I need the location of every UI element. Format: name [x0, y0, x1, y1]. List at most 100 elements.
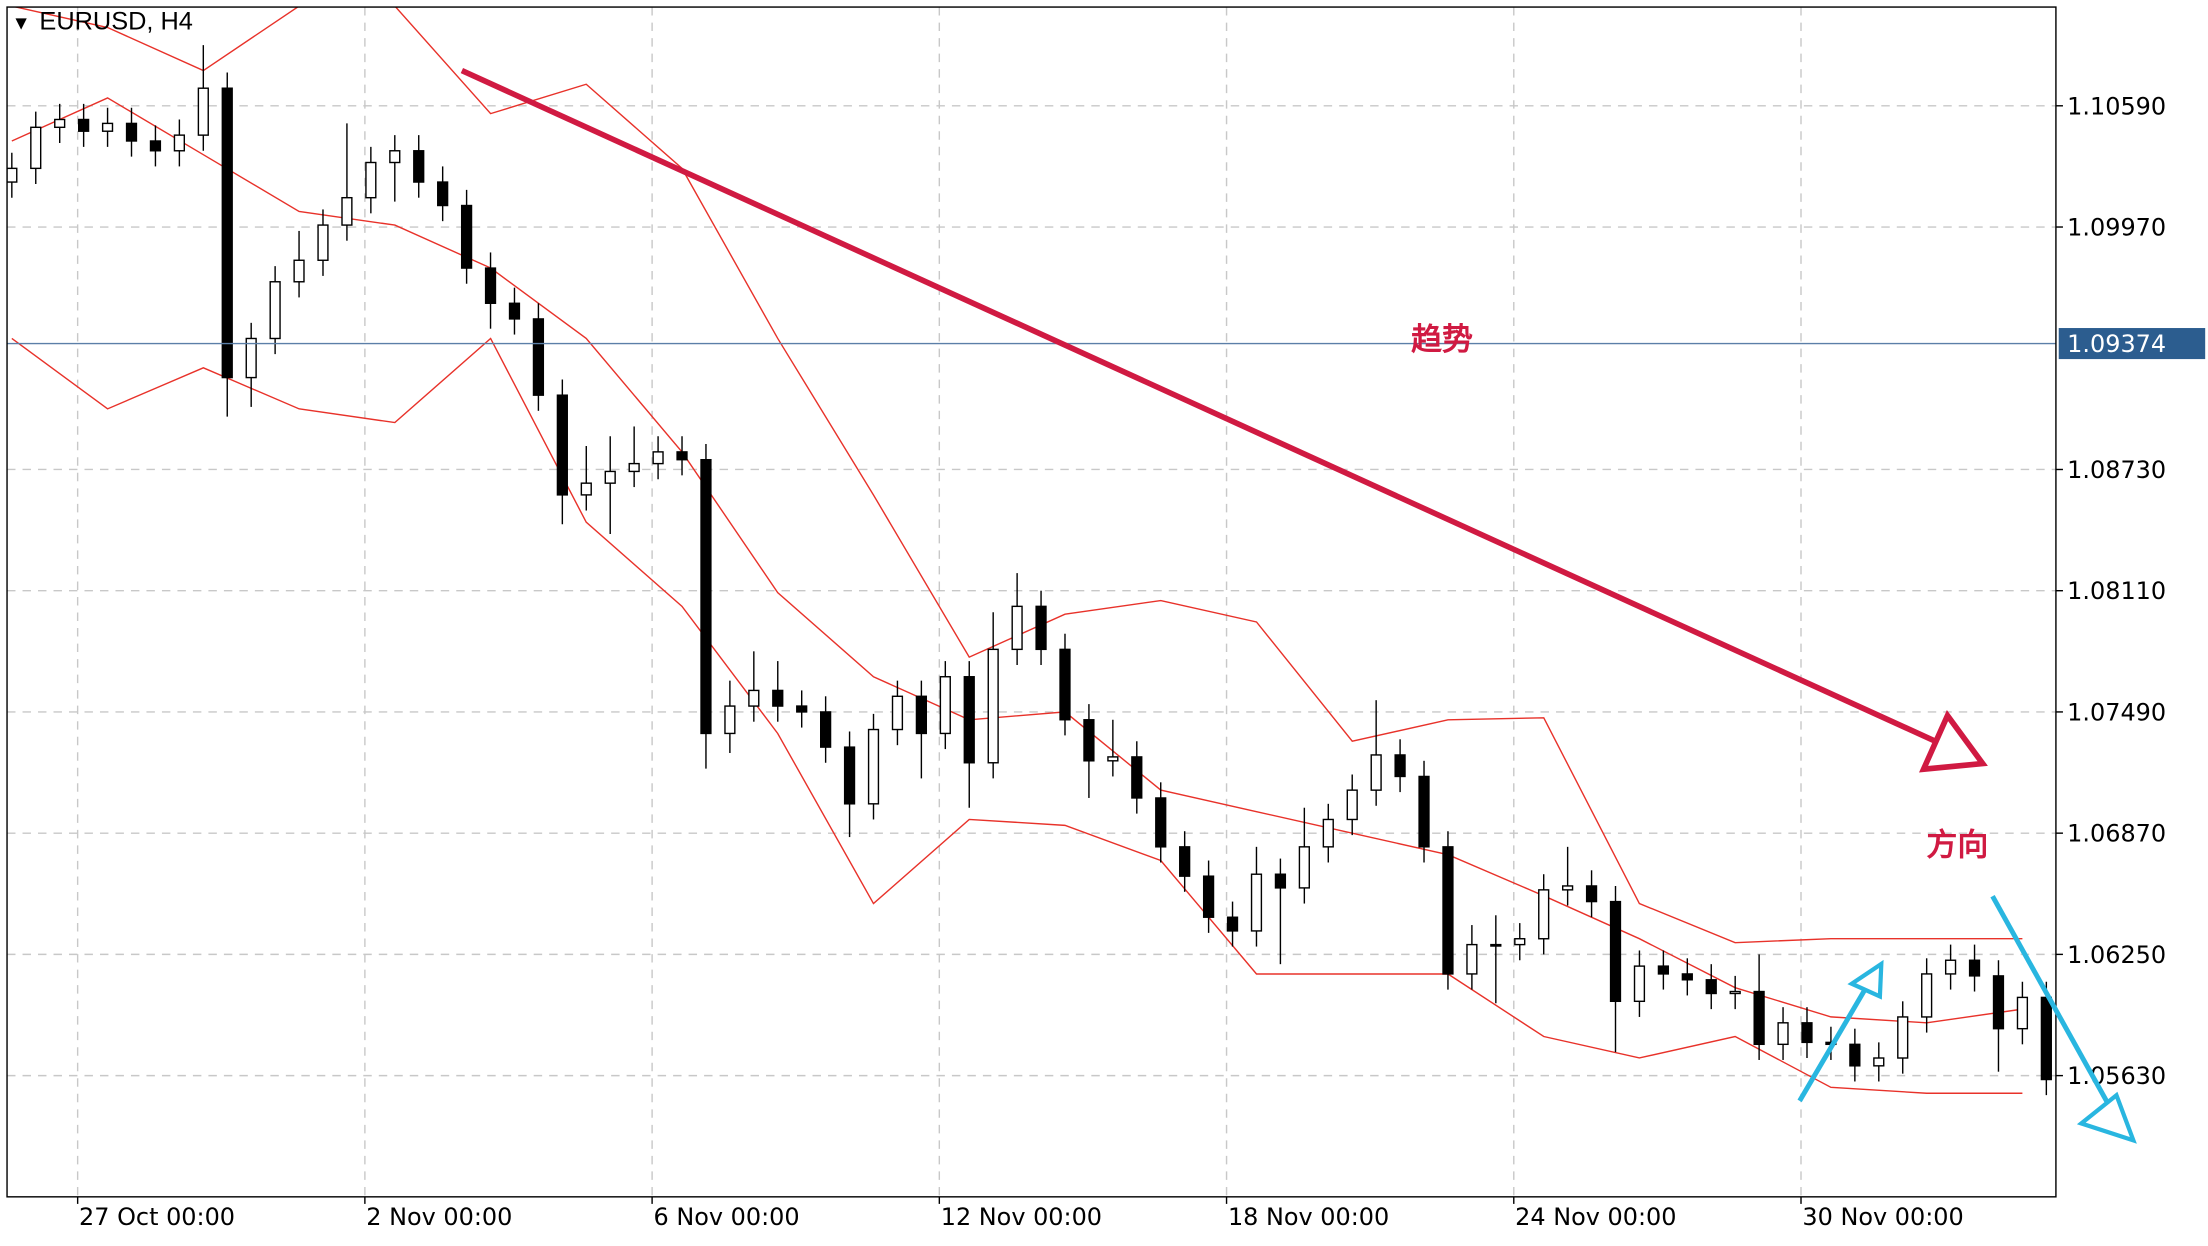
candle-body	[1011, 605, 1023, 651]
candles	[7, 45, 2052, 1096]
axes: 1.10590 1.09970 1.08730 1.08110 1.07490 1.068…	[7, 92, 2206, 1231]
candle-body	[2040, 996, 2052, 1081]
candle-body	[748, 689, 760, 707]
candle-body	[700, 458, 712, 735]
candle-body	[197, 87, 209, 136]
candle-body	[1681, 973, 1693, 981]
candle-body	[532, 318, 545, 396]
candle-body	[1514, 938, 1526, 946]
plot-border	[6, 6, 2057, 1198]
candle-body	[1442, 846, 1454, 975]
annotation: 趋势	[1411, 322, 1473, 358]
candle-body	[173, 134, 186, 152]
candle-body	[1418, 775, 1430, 848]
annotation: 方向	[1926, 827, 1988, 863]
y-tick-label: 1.06250	[2067, 941, 2166, 969]
candle-body	[1131, 756, 1143, 799]
candle-body	[915, 695, 928, 735]
trend-arrow	[460, 67, 1988, 773]
candle-body	[1657, 965, 1670, 975]
candle-body	[1226, 916, 1239, 932]
menu-triangle[interactable]	[15, 18, 27, 30]
x-tick-label: 18 Nov 00:00	[1228, 1203, 1389, 1231]
candle-body	[987, 648, 999, 764]
candle-body	[1490, 943, 1502, 947]
candle-body	[389, 150, 401, 164]
y-tick-label: 1.06870	[2067, 820, 2166, 848]
candle-body	[1083, 719, 1095, 762]
candle-body	[1322, 818, 1334, 848]
candle-body	[317, 224, 329, 261]
candle-body	[772, 689, 784, 707]
candle-body	[245, 337, 257, 379]
candle-body	[1801, 1022, 1813, 1044]
candle-body	[1873, 1057, 1885, 1067]
candle-body	[1729, 990, 1741, 995]
candle-body	[1155, 797, 1167, 848]
candle-body	[1705, 979, 1717, 995]
candle-body	[1298, 846, 1310, 889]
candle-body	[7, 167, 18, 183]
chart-title: EURUSD, H4	[39, 8, 192, 36]
candle-body	[365, 161, 377, 199]
y-tick-label: 1.05630	[2067, 1062, 2166, 1090]
candle-body	[963, 676, 975, 764]
candle-body	[1968, 959, 1981, 977]
candle-body	[78, 118, 90, 132]
candle-body	[820, 711, 832, 748]
y-tick-label: 1.09970	[2067, 213, 2166, 241]
current-price-box	[2058, 328, 2206, 360]
candle-body	[724, 705, 736, 735]
candle-body	[1585, 885, 1598, 903]
candle-body	[269, 281, 281, 340]
candle-body	[1921, 973, 1933, 1018]
y-tick-label: 1.07490	[2067, 698, 2166, 726]
candle-body	[1394, 754, 1406, 778]
candle-body	[437, 181, 449, 207]
candle-body	[891, 695, 904, 731]
x-tick-label: 2 Nov 00:00	[366, 1203, 512, 1231]
x-tick-label: 24 Nov 00:00	[1515, 1203, 1676, 1231]
x-tick-label: 6 Nov 00:00	[654, 1203, 800, 1231]
candle-body	[1346, 789, 1358, 821]
y-tick-label: 1.10590	[2067, 92, 2166, 120]
candle-body	[796, 705, 808, 713]
grid	[7, 7, 2056, 1197]
candle-body	[293, 259, 305, 283]
candle-body	[604, 470, 616, 484]
candle-body	[1274, 873, 1287, 889]
candle-body	[2016, 996, 2029, 1030]
x-tick-label: 27 Oct 00:00	[79, 1203, 235, 1231]
candle-body	[1897, 1016, 1909, 1059]
y-tick-label: 1.08110	[2067, 577, 2166, 605]
candle-body	[939, 676, 951, 735]
candle-body	[1944, 959, 1957, 975]
candle-body	[867, 728, 880, 805]
candle-body	[149, 140, 162, 152]
candle-body	[101, 122, 114, 132]
direction-arrows	[1797, 895, 2137, 1144]
candle-body	[1609, 900, 1622, 1003]
candle-body	[1466, 943, 1478, 975]
candle-body	[1250, 873, 1263, 932]
candle-body	[1370, 754, 1382, 791]
candle-body	[484, 267, 497, 304]
candle-body	[628, 462, 640, 473]
candle-body	[1035, 605, 1047, 651]
candle-body	[508, 302, 521, 320]
bollinger-lower	[11, 337, 2023, 1094]
candle-body	[1179, 846, 1191, 877]
y-tick-label: 1.08730	[2067, 456, 2166, 484]
candle-body	[1059, 648, 1071, 721]
candle-body	[1562, 885, 1574, 891]
candle-body	[54, 118, 66, 129]
current-price-label: 1.09374	[2067, 330, 2166, 358]
candle-body	[125, 122, 138, 142]
candle-body	[1107, 756, 1119, 762]
candle-body	[1849, 1043, 1861, 1067]
candle-body	[1777, 1022, 1789, 1046]
candle-body	[1633, 965, 1646, 1003]
